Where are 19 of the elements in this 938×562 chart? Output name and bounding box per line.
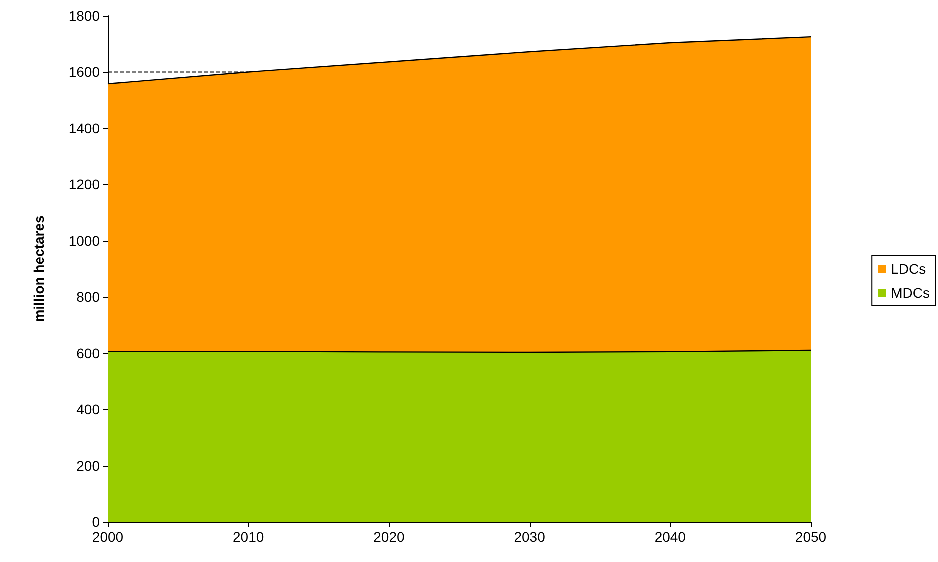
y-tick-label: 1400 (68, 120, 100, 136)
y-tick-label: 200 (76, 458, 100, 474)
x-tick-label: 2020 (374, 529, 405, 545)
y-tick-label: 0 (92, 514, 100, 530)
y-tick-label: 1000 (68, 232, 100, 249)
x-tick-label: 2000 (92, 529, 124, 545)
y-tick-label: 600 (76, 345, 100, 362)
legend-label: LDCs (891, 261, 926, 277)
x-tick-label: 2050 (795, 529, 827, 545)
y-axis-title: million hectares (31, 215, 47, 322)
x-tick-label: 2040 (654, 529, 686, 545)
y-tick-label: 800 (76, 289, 100, 306)
x-tick-label: 2030 (514, 529, 546, 545)
legend-label: MDCs (891, 285, 930, 301)
y-tick-label: 1200 (68, 176, 100, 193)
x-tick-label: 2010 (233, 529, 264, 545)
y-tick-label: 1800 (68, 8, 100, 24)
y-tick-label: 400 (76, 402, 100, 418)
y-tick-label: 1600 (68, 64, 100, 80)
